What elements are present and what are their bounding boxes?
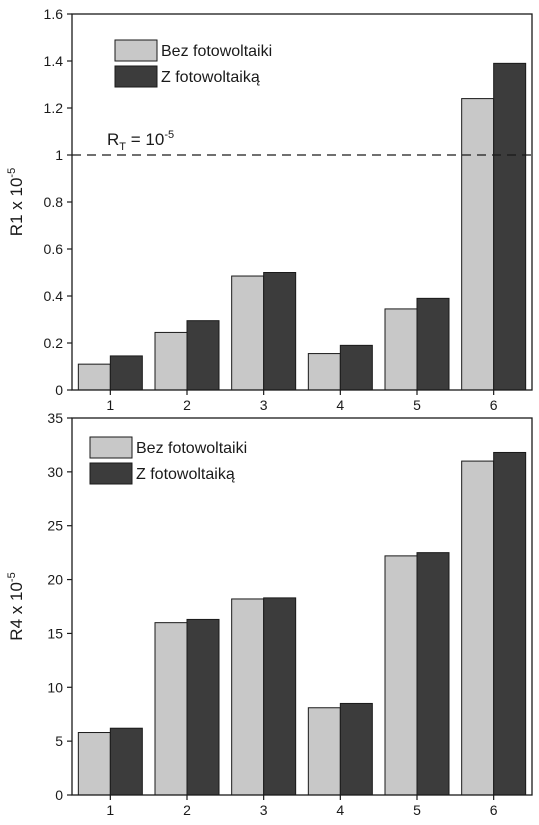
y-tick-label: 0.4: [44, 288, 64, 304]
legend-label-2: Z fotowoltaiką: [136, 466, 235, 483]
bar-s2-c1: [109, 727, 143, 796]
bar-s1-c6: [461, 98, 495, 391]
bar-s2-c6: [493, 62, 527, 391]
y-tick-label: 10: [47, 679, 63, 695]
bar-s2-c6: [493, 451, 527, 796]
legend-label-2: Z fotowoltaiką: [161, 69, 260, 86]
y-tick-label: 0: [55, 787, 63, 803]
bar-s1-c6: [461, 460, 495, 796]
bar-s2-c3: [263, 272, 297, 391]
legend-swatch-2: [89, 462, 133, 485]
x-tick-label: 4: [336, 802, 344, 818]
x-tick-label: 4: [336, 397, 344, 413]
x-tick-label: 3: [260, 802, 268, 818]
bar-s2-c5: [416, 297, 450, 391]
bar-s1-c3: [231, 598, 265, 796]
bar-s1-c3: [231, 275, 265, 391]
chart-panel-2: 0 5 10 15 20 25 30 35 1 2 3 4 5 6 R4 x 10-5 Bez fotowol…: [6, 410, 533, 818]
bar-s1-c4: [307, 353, 341, 391]
bar-s1-c5: [384, 308, 418, 391]
y-tick-label: 0.6: [44, 241, 64, 257]
legend-swatch-1: [89, 436, 133, 459]
legend-label-1: Bez fotowoltaiki: [136, 440, 247, 457]
bar-s2-c4: [339, 344, 373, 391]
x-tick-label: 2: [183, 397, 191, 413]
y-tick-label: 0.2: [44, 335, 64, 351]
x-tick-label: 6: [490, 802, 498, 818]
plot-frame: [71, 417, 533, 796]
legend-swatch-2: [114, 65, 158, 88]
bar-s2-c1: [109, 355, 143, 391]
legend-label-1: Bez fotowoltaiki: [161, 43, 272, 60]
y-tick-label: 5: [55, 733, 63, 749]
y-tick-label: 0: [55, 382, 63, 398]
y-tick-label: 0.8: [44, 194, 64, 210]
y-axis-label: R4 x 10-5: [6, 572, 26, 640]
bar-s1-c1: [77, 363, 111, 391]
y-tick-label: 1.4: [44, 53, 64, 69]
y-tick-label: 30: [47, 464, 63, 480]
y-tick-label: 25: [47, 518, 63, 534]
bar-s2-c2: [186, 320, 220, 391]
chart-panel-1: RT = 10-5 0 0.2 0.4 0.6 0.8 1 1.2 1.4 1.6 1 2 3 4 5 6 R1…: [6, 6, 533, 413]
x-tick-label: 5: [413, 397, 421, 413]
bar-s2-c2: [186, 618, 220, 796]
x-tick-label: 1: [106, 802, 114, 818]
bar-s2-c5: [416, 552, 450, 796]
bar-s1-c1: [77, 732, 111, 796]
bar-s2-c4: [339, 702, 373, 796]
y-tick-label: 35: [47, 410, 63, 426]
y-tick-label: 20: [47, 572, 63, 588]
bar-s1-c5: [384, 555, 418, 796]
bar-s1-c2: [154, 331, 188, 391]
y-tick-label: 1.6: [44, 6, 64, 22]
y-tick-label: 15: [47, 625, 63, 641]
y-tick-label: 1.2: [44, 100, 64, 116]
x-tick-label: 6: [490, 397, 498, 413]
x-tick-label: 3: [260, 397, 268, 413]
bar-s1-c4: [307, 707, 341, 796]
y-tick-label: 1: [55, 147, 63, 163]
y-axis-label: R1 x 10-5: [6, 168, 26, 236]
x-tick-label: 1: [106, 397, 114, 413]
legend-swatch-1: [114, 39, 158, 62]
x-tick-label: 5: [413, 802, 421, 818]
x-tick-label: 2: [183, 802, 191, 818]
bar-s2-c3: [263, 597, 297, 796]
reference-line-label: RT = 10-5: [107, 129, 174, 153]
bar-s1-c2: [154, 622, 188, 796]
